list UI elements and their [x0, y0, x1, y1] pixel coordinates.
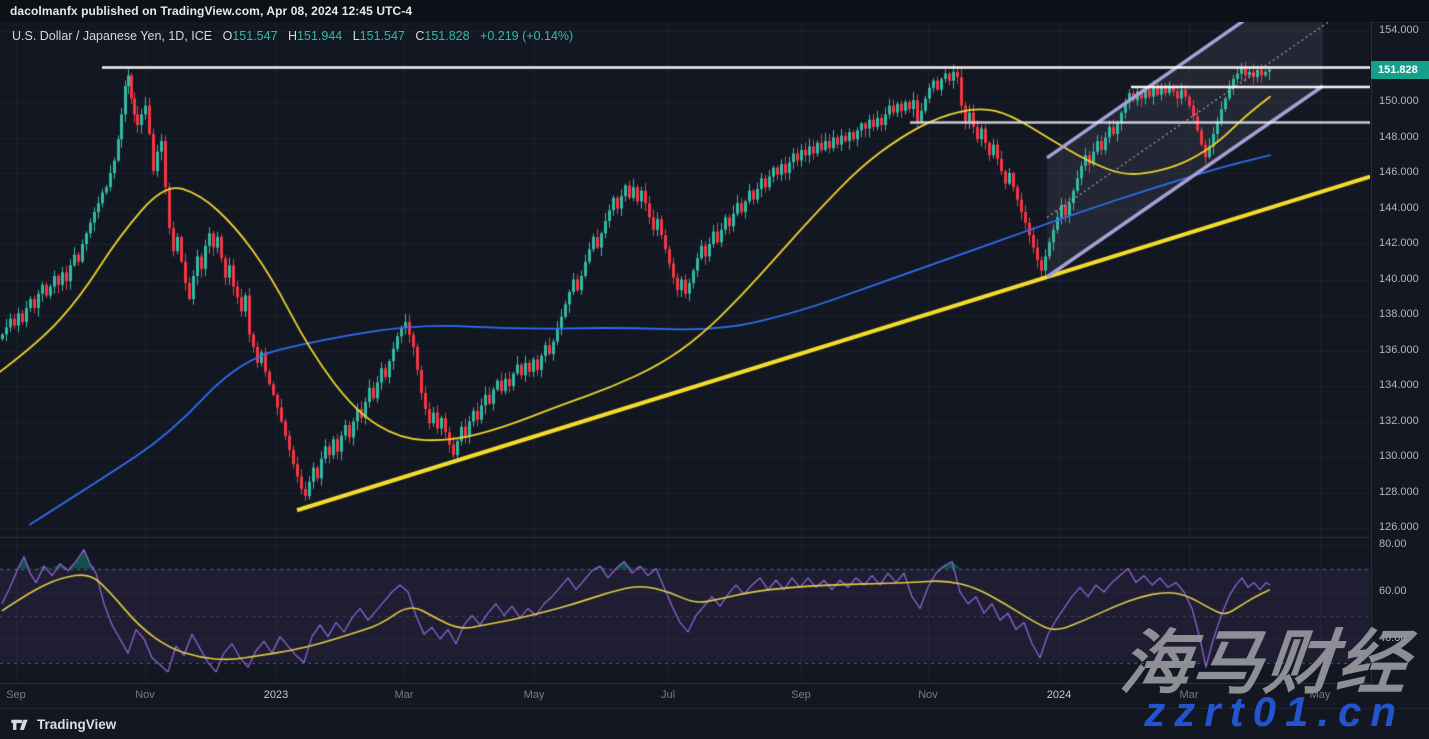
time-tick-label: Nov [135, 689, 155, 701]
tradingview-logo-icon[interactable] [10, 715, 29, 734]
chart-canvas[interactable] [0, 22, 1370, 683]
last-price-tag: 151.828 [1371, 60, 1429, 79]
time-axis[interactable]: Sep Nov 2023 Mar May Jul Sep Nov 2024 Mar May [0, 683, 1371, 709]
price-tick-label: 134.000 [1379, 379, 1419, 391]
change-value: +0.219 (+0.14%) [480, 29, 574, 43]
price-tick-label: 138.000 [1379, 308, 1419, 320]
price-tick-label: 148.000 [1379, 130, 1419, 143]
price-tick-label: 136.000 [1379, 343, 1419, 356]
watermark-url: zzrt01.cn [1144, 688, 1405, 735]
time-tick-label: 2023 [263, 689, 289, 701]
rsi-tick-label: 60.00 [1379, 585, 1407, 597]
rsi-tick-label: 80.00 [1379, 538, 1407, 550]
publish-info-text: dacolmanfx published on TradingView.com,… [10, 4, 413, 18]
rsi-tick-label: 40.00 [1379, 632, 1407, 644]
time-tick-label: Sep [6, 689, 26, 701]
price-tick-label: 130.000 [1379, 450, 1419, 462]
price-tick-label: 144.000 [1379, 201, 1419, 214]
bottom-toolbar: TradingView [0, 708, 1429, 739]
time-tick-label: May [523, 689, 545, 701]
time-tick-label: Sep [791, 689, 811, 701]
low-label: L [352, 29, 360, 43]
price-tick-label: 126.000 [1379, 521, 1419, 533]
close-value: 151.828 [424, 29, 470, 43]
price-tick-label: 128.000 [1379, 485, 1419, 498]
price-tick-label: 150.000 [1379, 95, 1419, 107]
price-tick-label: 140.000 [1379, 272, 1419, 285]
time-tick-label: May [1309, 689, 1331, 701]
low-value: 151.547 [359, 29, 405, 43]
price-axis[interactable]: 154.000 150.000 148.000 146.000 144.000 142.0… [1371, 22, 1429, 683]
symbol-title: U.S. Dollar / Japanese Yen, 1D, ICE [12, 29, 213, 43]
time-tick-label: 2024 [1046, 689, 1072, 701]
time-tick-label: Nov [918, 689, 938, 701]
time-tick-label: Mar [394, 689, 414, 701]
time-tick-label: Mar [1179, 689, 1199, 701]
publish-info-bar: dacolmanfx published on TradingView.com,… [0, 0, 1429, 23]
price-tick-label: 146.000 [1379, 166, 1419, 178]
high-label: H [288, 29, 298, 43]
close-label: C [415, 29, 425, 43]
time-tick-label: Jul [660, 689, 676, 701]
symbol-legend[interactable]: U.S. Dollar / Japanese Yen, 1D, ICE O151… [12, 29, 573, 43]
price-tick-label: 142.000 [1379, 237, 1419, 249]
price-tick-label: 132.000 [1379, 414, 1419, 427]
price-tick-label: 154.000 [1379, 24, 1419, 36]
open-value: 151.547 [232, 29, 278, 43]
tradingview-brand-text[interactable]: TradingView [37, 716, 117, 732]
open-label: O [222, 29, 233, 43]
high-value: 151.944 [297, 29, 343, 43]
